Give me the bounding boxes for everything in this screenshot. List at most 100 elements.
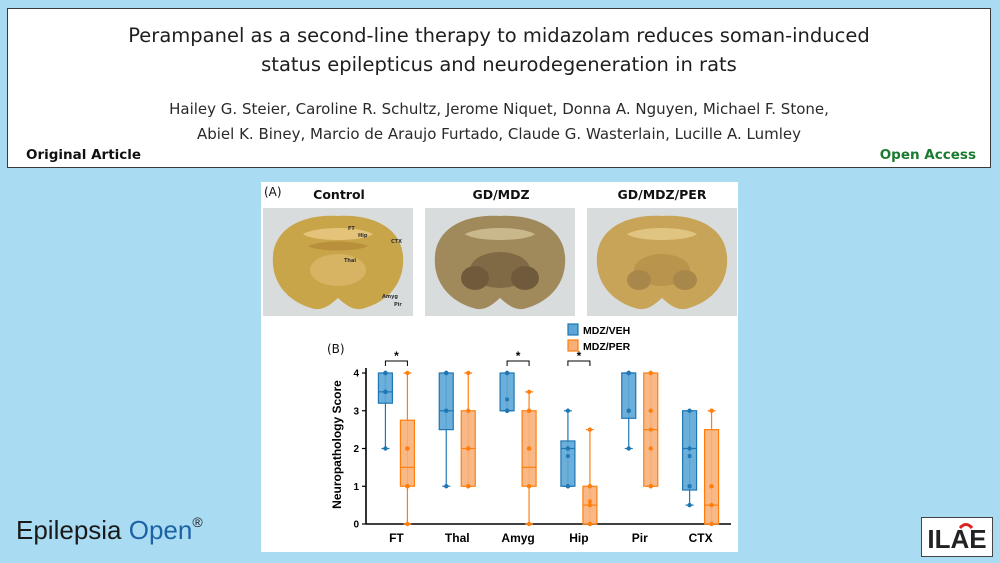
data-point [648,484,653,489]
journal-logo: Epilepsia Open® [16,514,203,545]
data-point [444,370,449,376]
mean-marker [383,390,388,394]
data-point [466,408,471,413]
data-point [626,446,631,451]
article-title: Perampanel as a second-line therapy to m… [128,24,870,76]
mean-marker [405,446,410,451]
data-point [687,484,692,489]
mean-marker [566,454,570,458]
x-tick-label: Pir [632,531,648,545]
data-point [709,502,714,508]
mean-marker [626,408,631,413]
box [499,372,515,412]
legend-label: MDZ/VEH [583,325,630,337]
brain-label-pir: Pir [394,302,402,308]
box [377,372,394,404]
ilae-logo: ILAE [921,517,993,557]
data-point [587,484,593,489]
brain-label-hip: Hip [358,233,368,239]
mean-marker [527,446,531,451]
neuropathology-box-chart: 0 1 2 3 4 Neuropathology Score FT * Thal Amyg * Hip… [330,323,731,545]
article-header: Perampanel as a second-line therapy to m… [7,8,991,168]
brain-slice-gd-mdz [425,208,575,316]
data-point [709,408,714,413]
brain-label-ctx: CTX [391,239,402,245]
data-point [405,521,410,527]
x-tick-label: FT [389,531,404,545]
data-point [383,370,388,376]
data-point [587,427,593,432]
x-tick-label: Thal [445,531,470,545]
significance-marker: * [394,349,399,363]
data-point [687,502,692,508]
figure-panel: (A) Control GD/MDZ GD/MDZ/PER FT Hip CTX… [261,182,738,552]
data-point [526,521,532,527]
data-point [504,408,510,413]
brain-label-ft: FT [348,226,355,232]
box [438,372,454,431]
y-tick-label: 3 [353,406,359,417]
legend-swatch [567,323,579,336]
data-point [565,484,571,489]
data-point [648,446,653,451]
data-point [466,484,471,489]
data-point [444,484,449,489]
data-point [587,521,593,527]
brain-label-thal: Thal [344,258,357,264]
column-heading-control: Control [313,187,365,202]
data-point [626,370,631,376]
mean-marker [466,446,471,451]
mean-marker [505,397,509,402]
brain-label-amyg: Amyg [382,294,398,300]
significance-marker: * [516,349,521,363]
data-point [648,408,653,413]
data-point [405,370,410,376]
data-point [687,446,692,451]
mean-marker [709,484,714,489]
x-tick-label: Hip [569,531,588,545]
data-point [383,446,388,451]
panel-b-label: (B) [327,342,345,356]
significance-bracket [506,360,530,366]
brain-slice-gd-mdz-per [587,208,737,316]
data-point [526,408,532,413]
x-tick-label: Amyg [501,531,534,545]
data-point [466,370,471,376]
data-point [587,502,593,508]
data-point [526,484,532,489]
ilae-logo-mark: ILAE [927,523,987,554]
data-point [526,389,532,395]
y-tick-label: 0 [353,520,359,531]
data-point [405,484,410,489]
open-access-label: Open Access [879,147,976,163]
author-list: Hailey G. Steier, Caroline R. Schultz, J… [169,100,829,143]
data-point [565,408,571,413]
y-tick-label: 2 [353,444,359,455]
data-point [565,446,571,451]
significance-bracket [384,360,408,366]
mean-marker [648,427,653,432]
article-type-label: Original Article [26,147,142,163]
y-tick-label: 1 [353,482,359,493]
data-point [687,408,692,413]
y-axis-label: Neuropathology Score [330,380,344,509]
legend-swatch [567,339,579,352]
data-point [709,521,714,527]
brain-slice-control [263,208,413,316]
mean-marker [588,499,592,504]
ilae-logo-text: ILAE [927,524,986,554]
box [399,419,416,487]
x-tick-label: CTX [689,531,713,545]
mean-marker [444,408,449,413]
significance-marker: * [577,349,582,363]
y-tick-label: 4 [353,369,359,380]
significance-bracket [567,360,591,366]
legend-label: MDZ/PER [583,341,631,353]
column-heading-gd-mdz-per: GD/MDZ/PER [617,187,707,202]
data-point [648,370,653,376]
box [703,429,720,525]
mean-marker [687,454,692,458]
column-heading-gd-mdz: GD/MDZ [472,187,530,202]
panel-a-label: (A) [264,185,282,199]
data-point [504,370,510,376]
